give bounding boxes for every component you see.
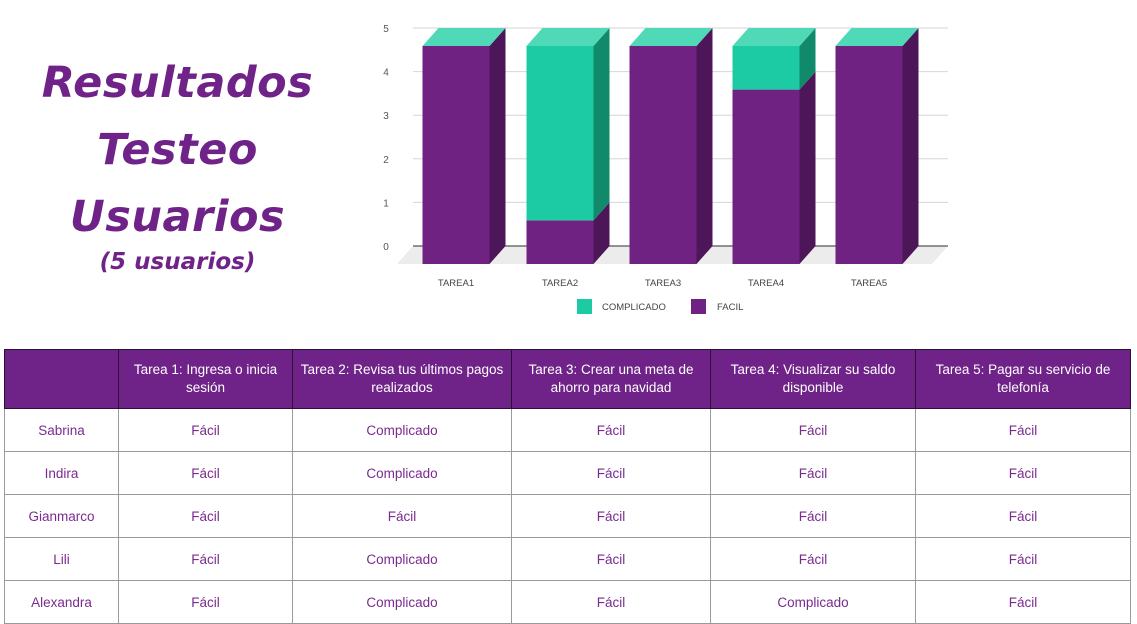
stacked-bar-chart: 0 1 2 3 4 5 TAREA1 TAREA2 TAREA3 TAREA4 TAREA5 COMP… bbox=[383, 24, 948, 314]
table-row: Lili Fácil Complicado Fácil Fácil Fácil bbox=[4, 537, 1131, 581]
bar-top-tarea2 bbox=[526, 28, 610, 46]
result-cell: Fácil bbox=[915, 408, 1131, 452]
result-cell: Fácil bbox=[118, 494, 293, 538]
y-tick-label: 5 bbox=[383, 24, 389, 35]
legend-label-facil: FACIL bbox=[717, 302, 743, 313]
result-cell: Fácil bbox=[292, 494, 512, 538]
x-tick-label: TAREA2 bbox=[542, 278, 578, 289]
title-block: Resultados Testeo Usuarios (5 usuarios) bbox=[20, 50, 335, 277]
title-subtitle: (5 usuarios) bbox=[99, 249, 256, 275]
x-tick-label: TAREA5 bbox=[851, 278, 887, 289]
result-cell: Complicado bbox=[292, 580, 512, 624]
bar-complicado-tarea4 bbox=[732, 46, 800, 90]
y-tick-label: 4 bbox=[383, 68, 389, 79]
bar-facil-tarea3 bbox=[629, 46, 697, 264]
bar-facil-side-tarea4 bbox=[799, 71, 816, 264]
result-cell: Fácil bbox=[118, 408, 293, 452]
user-name-cell: Gianmarco bbox=[4, 494, 119, 538]
result-cell: Fácil bbox=[710, 408, 916, 452]
result-cell: Fácil bbox=[710, 494, 916, 538]
results-table: Tarea 1: Ingresa o inicia sesión Tarea 2… bbox=[4, 349, 1131, 624]
result-cell: Fácil bbox=[511, 580, 711, 624]
bar-facil-tarea5 bbox=[835, 46, 903, 264]
title-line-1: Resultados bbox=[41, 58, 314, 108]
legend-swatch-complicado bbox=[577, 299, 592, 314]
header-cell-task5: Tarea 5: Pagar su servicio de telefonía bbox=[915, 349, 1131, 409]
bar-complicado-side-tarea4 bbox=[799, 28, 816, 90]
result-cell: Fácil bbox=[710, 451, 916, 495]
result-cell: Complicado bbox=[710, 580, 916, 624]
bar-complicado-tarea2 bbox=[526, 46, 594, 221]
bar-facil-tarea1 bbox=[422, 46, 490, 264]
header-cell-name bbox=[4, 349, 119, 409]
result-cell: Fácil bbox=[511, 537, 711, 581]
result-cell: Complicado bbox=[292, 408, 512, 452]
header-cell-task4: Tarea 4: Visualizar su saldo disponible bbox=[710, 349, 916, 409]
table-header-row: Tarea 1: Ingresa o inicia sesión Tarea 2… bbox=[4, 349, 1131, 409]
bar-top-tarea5 bbox=[835, 28, 919, 46]
title-line-2: Testeo bbox=[97, 125, 258, 175]
result-cell: Fácil bbox=[511, 451, 711, 495]
result-cell: Fácil bbox=[118, 580, 293, 624]
user-name-cell: Indira bbox=[4, 451, 119, 495]
legend-label-complicado: COMPLICADO bbox=[602, 302, 666, 313]
header-cell-task3: Tarea 3: Crear una meta de ahorro para n… bbox=[511, 349, 711, 409]
user-name-cell: Alexandra bbox=[4, 580, 119, 624]
legend-swatch-facil bbox=[691, 299, 706, 314]
result-cell: Fácil bbox=[710, 537, 916, 581]
bar-facil-tarea4 bbox=[732, 89, 800, 264]
y-tick-label: 0 bbox=[383, 242, 389, 253]
result-cell: Fácil bbox=[915, 580, 1131, 624]
x-tick-label: TAREA4 bbox=[748, 278, 784, 289]
header-cell-task1: Tarea 1: Ingresa o inicia sesión bbox=[118, 349, 293, 409]
x-tick-label: TAREA3 bbox=[645, 278, 681, 289]
result-cell: Fácil bbox=[118, 451, 293, 495]
y-tick-label: 3 bbox=[383, 111, 389, 122]
table-row: Gianmarco Fácil Fácil Fácil Fácil Fácil bbox=[4, 494, 1131, 538]
bar-facil-side-tarea2 bbox=[593, 202, 610, 264]
header-cell-task2: Tarea 2: Revisa tus últimos pagos realiz… bbox=[292, 349, 512, 409]
result-cell: Fácil bbox=[511, 408, 711, 452]
bar-facil-side-tarea3 bbox=[696, 28, 713, 264]
bar-facil-tarea2 bbox=[526, 220, 594, 264]
result-cell: Fácil bbox=[915, 537, 1131, 581]
table-row: Alexandra Fácil Complicado Fácil Complic… bbox=[4, 580, 1131, 624]
table-row: Indira Fácil Complicado Fácil Fácil Fáci… bbox=[4, 451, 1131, 495]
result-cell: Complicado bbox=[292, 537, 512, 581]
result-cell: Fácil bbox=[915, 451, 1131, 495]
bar-facil-side-tarea1 bbox=[489, 28, 506, 264]
user-name-cell: Sabrina bbox=[4, 408, 119, 452]
bar-top-tarea3 bbox=[629, 28, 713, 46]
result-cell: Fácil bbox=[511, 494, 711, 538]
y-tick-label: 1 bbox=[383, 198, 389, 209]
bar-complicado-side-tarea2 bbox=[593, 28, 610, 221]
table-row: Sabrina Fácil Complicado Fácil Fácil Fác… bbox=[4, 408, 1131, 452]
result-cell: Fácil bbox=[915, 494, 1131, 538]
bar-top-tarea1 bbox=[422, 28, 506, 46]
title-line-3: Usuarios bbox=[69, 192, 286, 242]
bar-top-tarea4 bbox=[732, 28, 816, 46]
result-cell: Fácil bbox=[118, 537, 293, 581]
y-tick-label: 2 bbox=[383, 155, 389, 166]
x-tick-label: TAREA1 bbox=[438, 278, 474, 289]
bar-facil-side-tarea5 bbox=[902, 28, 919, 264]
user-name-cell: Lili bbox=[4, 537, 119, 581]
result-cell: Complicado bbox=[292, 451, 512, 495]
